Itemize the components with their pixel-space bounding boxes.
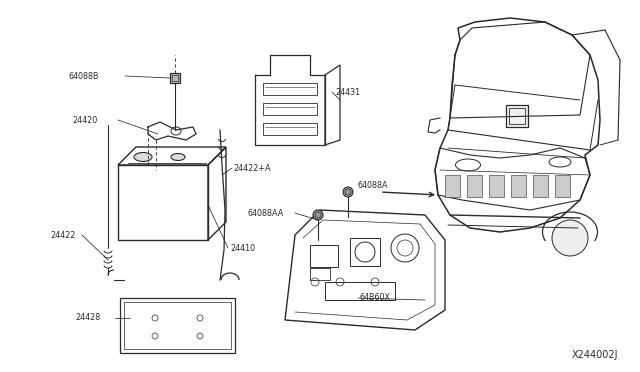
Bar [509,108,525,124]
Ellipse shape [134,153,152,161]
Bar [533,175,548,197]
Bar [511,175,526,197]
Circle shape [313,210,323,220]
Text: 64088B: 64088B [68,71,99,80]
Bar [263,103,317,115]
Circle shape [552,220,588,256]
Text: X244002J: X244002J [572,350,618,360]
Bar [489,175,504,197]
Text: 24431: 24431 [335,87,360,96]
Bar [124,302,231,349]
Bar [445,175,460,197]
Bar [118,165,208,240]
Bar [350,238,380,266]
Bar [467,175,482,197]
Text: 64B60X: 64B60X [360,294,391,302]
Text: 64088AA: 64088AA [248,208,284,218]
Text: 24428: 24428 [75,314,100,323]
Bar [310,268,330,280]
Bar [506,105,528,127]
Bar [120,298,235,353]
Text: 24422: 24422 [50,231,76,240]
Bar [263,83,317,95]
Bar [172,75,178,81]
Bar [310,245,338,267]
Bar [325,282,395,300]
Bar [555,175,570,197]
Bar [170,73,180,83]
Ellipse shape [171,154,185,160]
Text: 24410: 24410 [230,244,255,253]
Circle shape [343,187,353,197]
Text: 24422+A: 24422+A [233,164,271,173]
Text: 64088A: 64088A [358,180,388,189]
Text: 24420: 24420 [72,115,97,125]
Bar [263,123,317,135]
